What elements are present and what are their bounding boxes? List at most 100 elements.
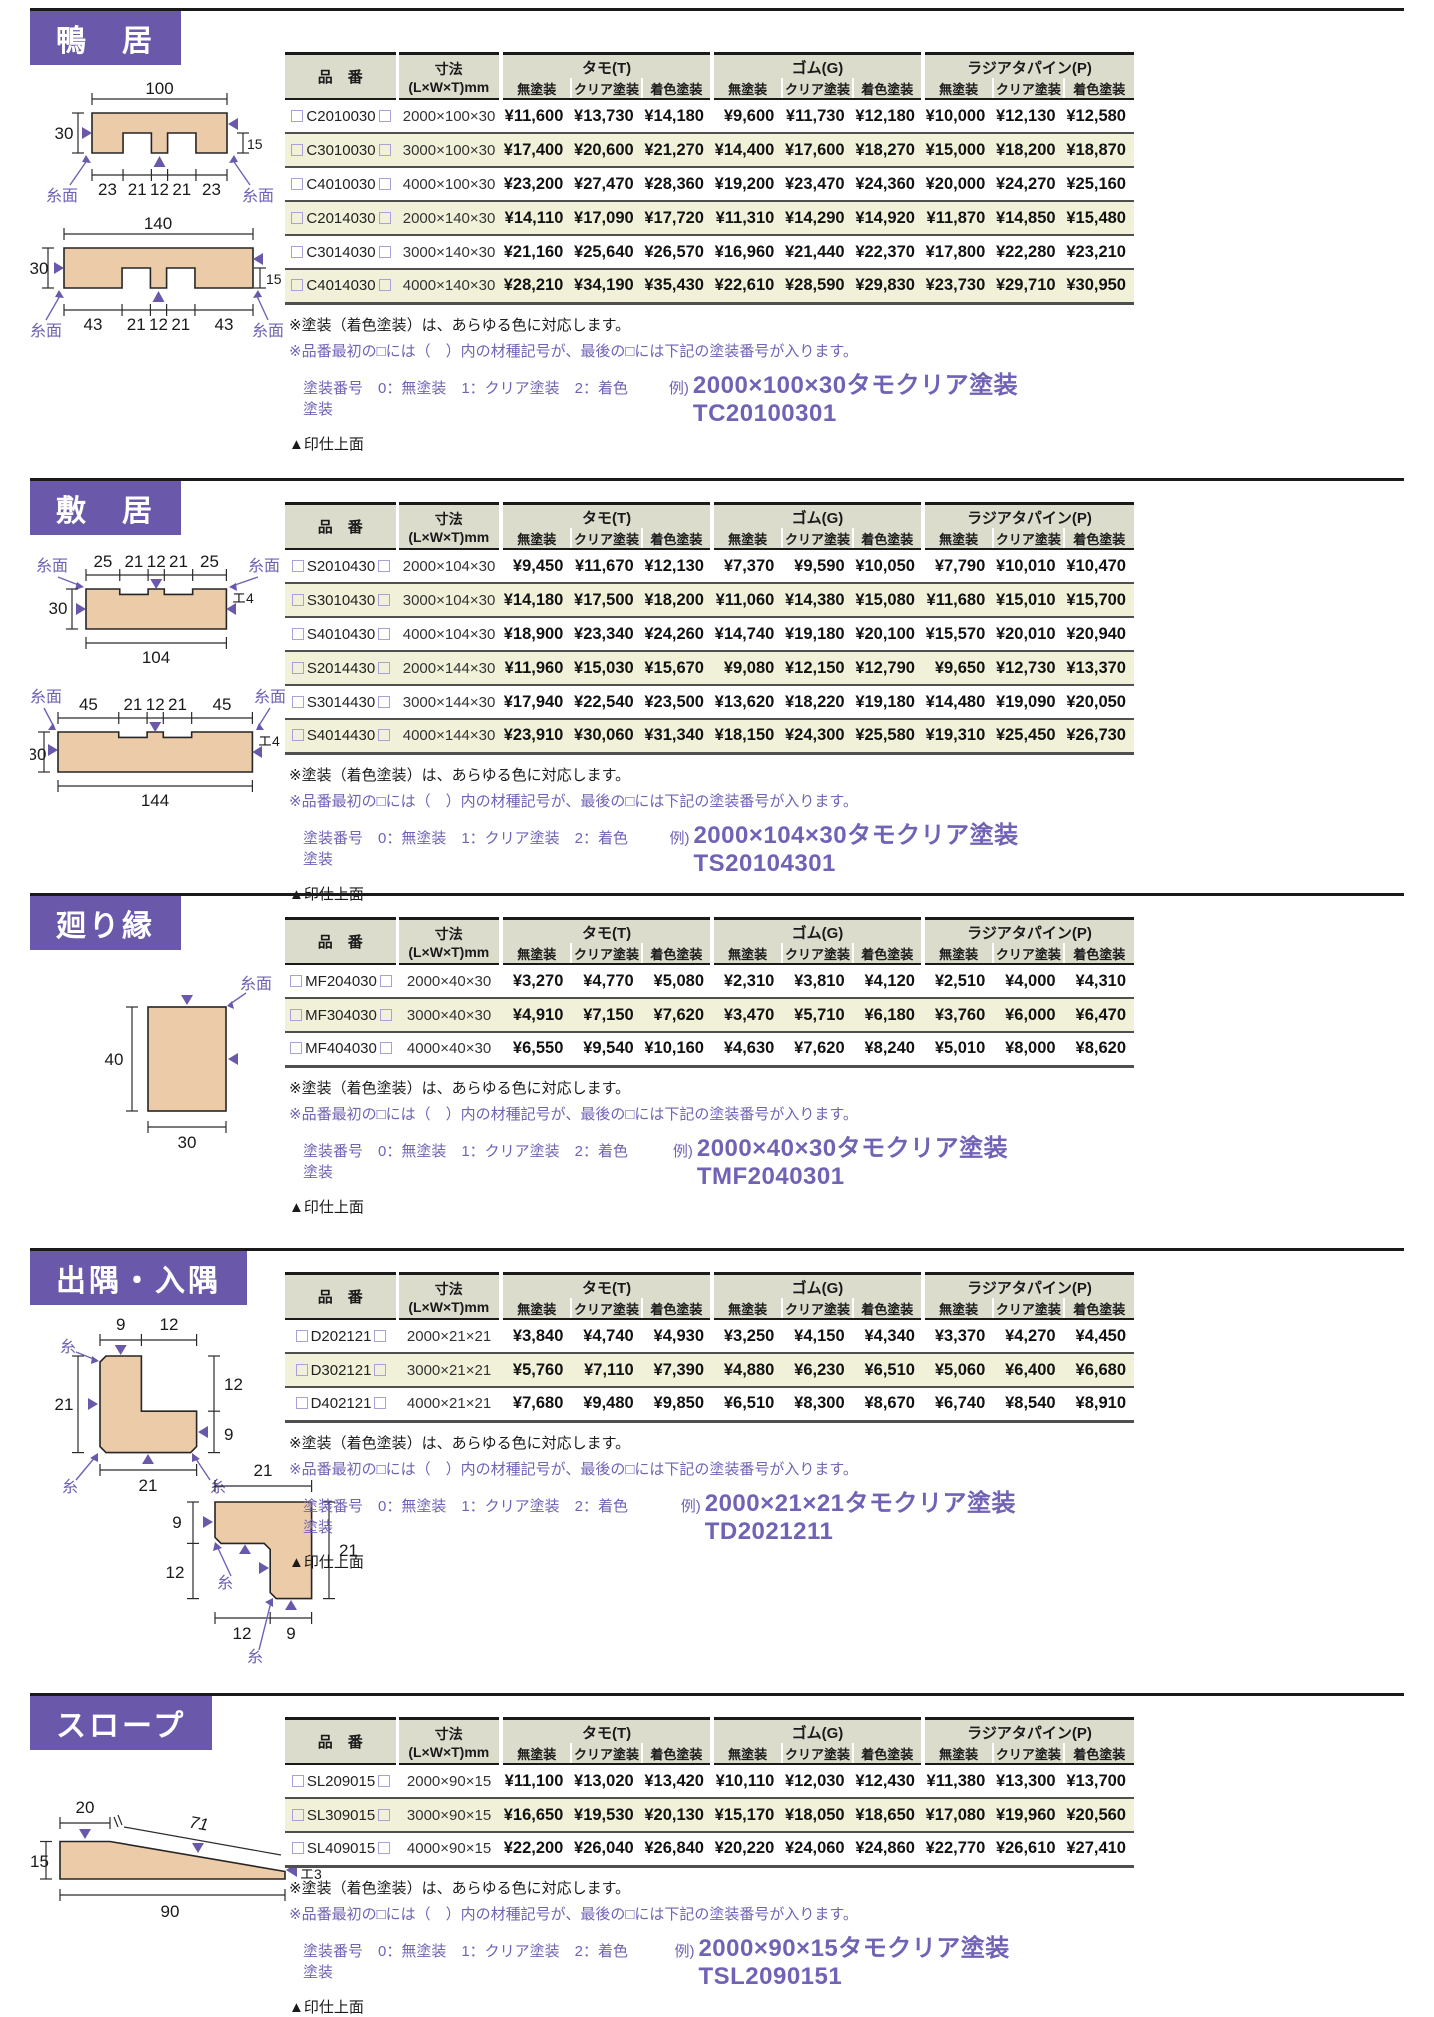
col-size: 寸法(L×W×T)mm (397, 1272, 504, 1320)
dim-top-2: 21 (124, 552, 143, 571)
price-cell: ¥11,060 (712, 583, 783, 618)
size-cell: 3000×104×30 (397, 583, 502, 618)
paint-code-box (378, 593, 391, 606)
price-cell: ¥6,470 (1063, 998, 1134, 1033)
price-cell: ¥12,150 (782, 651, 853, 686)
product-code-cell: S2010430 (285, 549, 398, 584)
chamfer-label: 糸 (217, 1574, 233, 1592)
table-row: S2010430 2000×104×30 ¥9,450 ¥11,670 ¥12,130 ¥… (285, 549, 1134, 584)
dim-left: 30 (30, 259, 48, 278)
price-cell: ¥19,960 (993, 1798, 1064, 1833)
surface-mark-left-arrow (226, 603, 236, 615)
section-divider (30, 478, 1404, 481)
surface-mark-down-arrow (79, 1829, 91, 1839)
col-unpainted: 無塗装 (501, 1298, 573, 1320)
surface-mark-left-arrow (198, 1426, 208, 1438)
price-cell: ¥12,580 (1063, 99, 1134, 134)
price-cell: ¥22,280 (993, 235, 1064, 270)
paint-code-box (378, 143, 391, 156)
col-clear: クリア塗装 (993, 528, 1065, 550)
col-clear: クリア塗装 (782, 78, 854, 100)
price-cell: ¥3,840 (501, 1319, 572, 1354)
dim-bottom-4: 21 (172, 180, 191, 199)
col-unpainted: 無塗装 (922, 78, 995, 100)
material-code-box (291, 143, 304, 156)
price-cell: ¥3,250 (712, 1319, 783, 1354)
price-table: 品 番 寸法(L×W×T)mm タモ(T) ゴム(G) ラジアタパイン(P) 無… (285, 502, 1134, 755)
color-support-note: ※塗装（着色塗装）は、あらゆる色に対応します。 (289, 1079, 631, 1097)
price-cell: ¥18,220 (782, 685, 853, 720)
surface-mark-right-arrow (259, 1562, 269, 1574)
size-cell: 2000×40×30 (397, 964, 502, 999)
size-cell: 2000×140×30 (397, 201, 502, 236)
col-group-radiata-pine: ラジアタパイン(P) (922, 917, 1134, 943)
product-code-cell: S4010430 (285, 617, 398, 652)
dim-bottom: 144 (141, 791, 169, 810)
material-code-box (291, 1774, 304, 1787)
price-cell: ¥11,600 (501, 99, 572, 134)
col-clear: クリア塗装 (993, 1743, 1065, 1765)
surface-mark-up-arrow (153, 156, 166, 167)
paint-code-box (379, 1042, 392, 1055)
dim-top: 140 (144, 214, 172, 233)
price-cell: ¥7,390 (641, 1353, 712, 1388)
product-code-cell: S3014430 (285, 685, 398, 720)
price-cell: ¥17,720 (641, 201, 712, 236)
price-cell: ¥10,000 (922, 99, 994, 134)
desumi-table-area: 品 番 寸法(L×W×T)mm タモ(T) ゴム(G) ラジアタパイン(P) 無… (285, 1272, 1137, 1572)
col-unpainted: 無塗装 (712, 528, 784, 550)
price-cell: ¥9,850 (641, 1387, 712, 1423)
material-code-box (291, 279, 304, 292)
col-clear: クリア塗装 (993, 78, 1065, 100)
col-group-radiata-pine: ラジアタパイン(P) (922, 1717, 1134, 1743)
price-cell: ¥3,760 (922, 998, 994, 1033)
price-cell: ¥3,270 (501, 964, 572, 999)
price-table: 品 番 寸法(L×W×T)mm タモ(T) ゴム(G) ラジアタパイン(P) 無… (285, 1272, 1134, 1423)
size-cell: 2000×90×15 (397, 1764, 502, 1799)
price-cell: ¥12,030 (782, 1764, 853, 1799)
price-cell: ¥18,270 (852, 133, 923, 168)
dim-bottom-5: 43 (215, 315, 234, 334)
size-cell: 4000×144×30 (397, 719, 502, 755)
dim-left: 15 (30, 1852, 49, 1871)
product-code-cell: C3014030 (285, 235, 398, 270)
price-cell: ¥23,340 (571, 617, 642, 652)
product-code: C4010030 (306, 175, 376, 193)
col-colored: 着色塗装 (852, 943, 925, 965)
price-cell: ¥25,640 (571, 235, 642, 270)
product-code-cell: SL209015 (285, 1764, 398, 1799)
section-title-kamoi: 鴨 居 (30, 11, 181, 65)
price-cell: ¥7,620 (782, 1032, 853, 1068)
chamfer-label: 糸面 (36, 557, 68, 575)
col-unpainted: 無塗装 (922, 943, 995, 965)
col-group-tamo: タモ(T) (501, 502, 714, 528)
col-group-radiata-pine: ラジアタパイン(P) (922, 502, 1134, 528)
material-code-box (290, 1008, 303, 1021)
product-code-cell: C3010030 (285, 133, 398, 168)
col-colored: 着色塗装 (852, 528, 925, 550)
section-desumi-irisumi: 出隅・入隅 9 12 21 12 9 21 糸 糸 糸 (30, 1248, 1404, 1693)
price-cell: ¥13,420 (641, 1764, 712, 1799)
size-cell: 2000×100×30 (397, 99, 502, 134)
surface-mark-right-arrow (82, 127, 92, 139)
dim-left: 30 (49, 599, 68, 618)
col-colored: 着色塗装 (641, 1743, 715, 1765)
col-unpainted: 無塗装 (501, 943, 573, 965)
profile-shape (214, 1501, 313, 1600)
price-cell: ¥12,430 (852, 1764, 923, 1799)
notes: ※塗装（着色塗装）は、あらゆる色に対応します。 ※品番最初の□には（ ）内の材種… (285, 764, 1130, 904)
price-cell: ¥26,840 (641, 1832, 712, 1868)
profile-shape (99, 1355, 198, 1454)
price-cell: ¥7,370 (712, 549, 783, 584)
col-size: 寸法(L×W×T)mm (397, 52, 504, 100)
code-note: ※品番最初の□には（ ）内の材種記号が、最後の□には下記の塗装番号が入ります。 (289, 1905, 858, 1923)
table-row: S3010430 3000×104×30 ¥14,180 ¥17,500 ¥18,200… (285, 583, 1134, 618)
surface-mark-right-arrow (88, 1398, 98, 1410)
table-row: C2014030 2000×140×30 ¥14,110 ¥17,090 ¥17,720… (285, 201, 1134, 236)
paint-code-box (378, 627, 391, 640)
section-shikii: 敷 居 25 21 12 21 25 糸面 糸面 エ4 30 104 (28, 478, 1404, 903)
profile-shape (147, 1006, 227, 1112)
col-clear: クリア塗装 (782, 528, 854, 550)
price-table: 品 番 寸法(L×W×T)mm タモ(T) ゴム(G) ラジアタパイン(P) 無… (285, 52, 1134, 305)
surface-mark-up-arrow (142, 1454, 154, 1464)
